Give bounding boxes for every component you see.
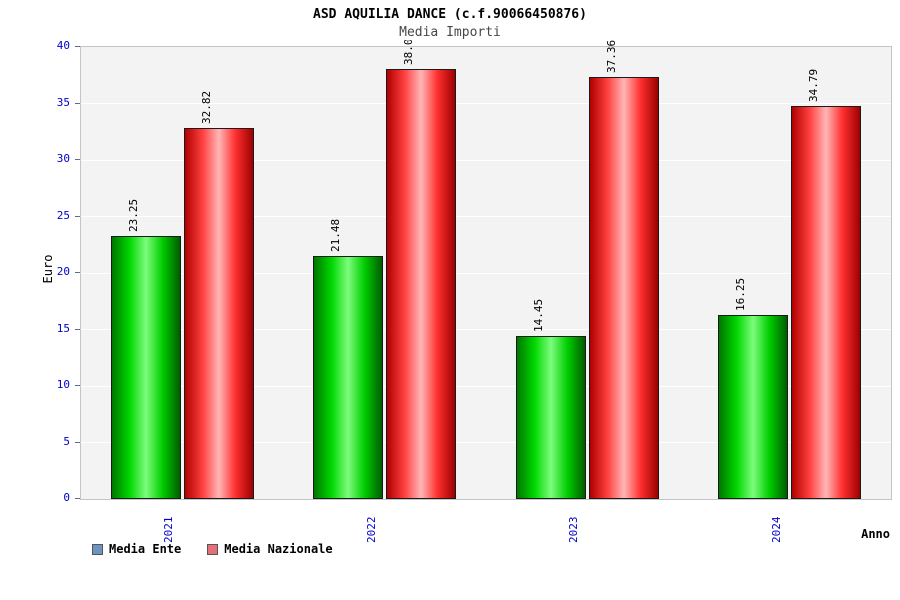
bar-value-label-media-nazionale-2023: 37.36 bbox=[604, 40, 618, 73]
gridline bbox=[81, 159, 891, 161]
y-axis: 0 5 10 15 20 25 30 35 40 bbox=[0, 39, 80, 560]
y-tick-mark bbox=[75, 46, 80, 47]
y-tick-mark bbox=[75, 272, 80, 273]
bar-media-nazionale-2021 bbox=[183, 128, 254, 499]
bar-media-ente-2021 bbox=[110, 236, 181, 499]
y-tick-label: 15 bbox=[56, 321, 70, 335]
legend-item-media-ente: Media Ente bbox=[92, 542, 181, 556]
y-tick-label: 35 bbox=[56, 95, 70, 109]
bar-value-label-media-nazionale-2021: 32.82 bbox=[199, 91, 213, 125]
y-tick-label: 5 bbox=[63, 434, 70, 448]
bar-media-nazionale-2022 bbox=[386, 69, 457, 499]
chart-title: ASD AQUILIA DANCE (c.f.90066450876) bbox=[313, 7, 587, 22]
legend-label: Media Ente bbox=[109, 542, 182, 556]
bar-media-nazionale-2023 bbox=[588, 76, 659, 499]
bar-value-label-media-ente-2022: 21.48 bbox=[329, 219, 343, 253]
x-tick-label-2024: 2024 bbox=[769, 516, 783, 544]
y-tick-label: 25 bbox=[56, 208, 70, 222]
bar-value-label-media-nazionale-2024: 34.79 bbox=[807, 68, 821, 102]
bar-value-label-media-ente-2024: 16.25 bbox=[734, 278, 748, 312]
gridline bbox=[81, 216, 891, 217]
gridline bbox=[81, 272, 891, 274]
legend-swatch bbox=[92, 543, 103, 555]
bar-media-ente-2023 bbox=[515, 335, 586, 499]
chart-area: 23.25 32.82 2021 21.48 38.03 2022 14.45 37.36 20… bbox=[80, 40, 895, 560]
y-tick-mark bbox=[75, 441, 80, 443]
x-tick-label-2021: 2021 bbox=[162, 516, 176, 544]
legend-item-media-nazionale: Media Nazionale bbox=[207, 542, 333, 556]
bar-value-label-media-ente-2021: 23.25 bbox=[126, 199, 140, 233]
y-tick-label: 0 bbox=[63, 491, 70, 504]
bar-media-ente-2022 bbox=[313, 256, 384, 499]
y-axis-title: Euro bbox=[41, 254, 55, 284]
x-tick-label-2023: 2023 bbox=[567, 516, 581, 544]
gridline bbox=[81, 385, 891, 387]
y-tick-label: 40 bbox=[56, 39, 70, 52]
legend-label: Media Nazionale bbox=[224, 542, 333, 556]
y-tick-label: 30 bbox=[56, 152, 70, 165]
y-tick-label: 20 bbox=[56, 265, 70, 278]
x-tick-label-2022: 2022 bbox=[364, 516, 378, 544]
plot-area: 23.25 32.82 2021 21.48 38.03 2022 14.45 37.36 20… bbox=[80, 40, 892, 543]
y-tick-mark bbox=[75, 328, 80, 330]
gridline bbox=[81, 442, 891, 443]
gridline bbox=[81, 103, 891, 104]
chart-subtitle: Media Importi bbox=[399, 25, 501, 40]
y-tick-mark bbox=[75, 385, 80, 386]
y-tick-mark bbox=[75, 102, 80, 104]
y-tick-mark bbox=[75, 215, 80, 217]
legend: Media Ente Media Nazionale bbox=[92, 542, 333, 556]
legend-swatch bbox=[207, 543, 219, 555]
bar-media-ente-2024 bbox=[718, 315, 789, 499]
y-tick-label: 10 bbox=[56, 378, 70, 391]
bar-value-label-media-ente-2023: 14.45 bbox=[531, 298, 545, 332]
y-tick-mark bbox=[75, 498, 80, 499]
x-axis-title: Anno bbox=[861, 527, 890, 541]
bar-value-label-media-nazionale-2022: 38.03 bbox=[402, 40, 416, 66]
y-tick-mark bbox=[75, 159, 80, 160]
bar-media-nazionale-2024 bbox=[791, 105, 862, 499]
gridline bbox=[81, 329, 891, 330]
